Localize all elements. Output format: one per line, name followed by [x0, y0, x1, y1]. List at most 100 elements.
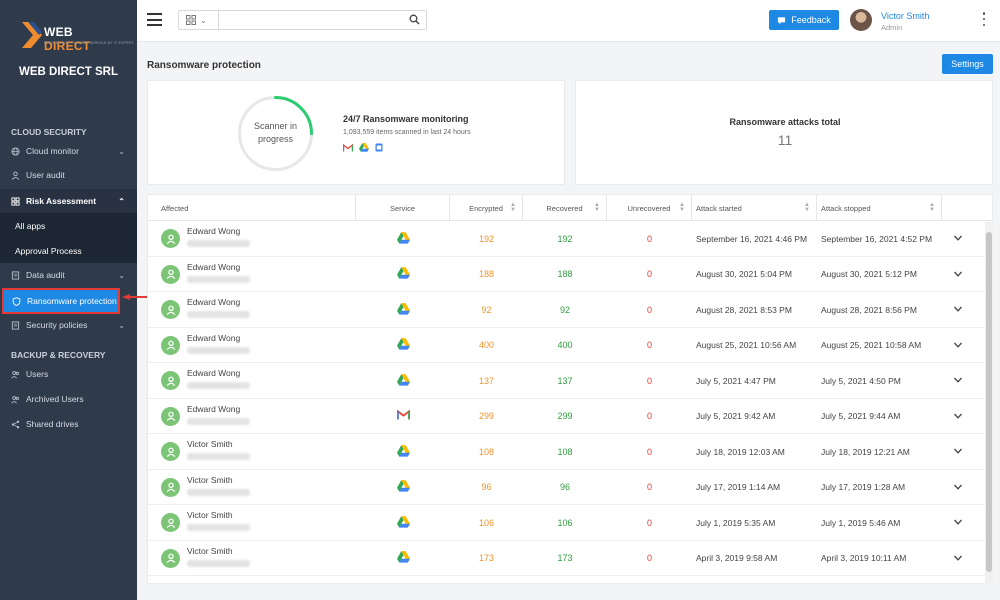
- grid-icon: [11, 196, 20, 206]
- user-avatar-icon: [161, 548, 180, 568]
- table-row[interactable]: Edward Wong 299 299 0 July 5, 2021 9:42 …: [148, 399, 992, 434]
- expand-row-chevron-icon[interactable]: [953, 446, 963, 456]
- search-input[interactable]: [218, 10, 427, 30]
- column-attack-started[interactable]: Attack started ▲ ▼: [692, 195, 817, 221]
- column-service[interactable]: Service: [356, 195, 450, 221]
- service-cell: [356, 257, 450, 293]
- table-row[interactable]: Victor Smith 106 106 0 July 1, 2019 5:35…: [148, 505, 992, 541]
- recovered-count: 92: [559, 304, 570, 315]
- affected-user-email-redacted: [187, 417, 250, 425]
- attack-stopped-date: August 28, 2021 8:56 PM: [821, 304, 917, 315]
- table-row[interactable]: Edward Wong 188 188 0 August 30, 2021 5:…: [148, 257, 992, 293]
- user-avatar-icon: [161, 300, 180, 319]
- more-options-icon[interactable]: [982, 12, 986, 26]
- sidebar-item-label: Ransomware protection: [27, 296, 117, 306]
- sidebar-item-data-audit[interactable]: Data audit ⌄: [0, 263, 137, 287]
- affected-user-name: Edward Wong: [187, 297, 241, 307]
- users-icon: [11, 395, 20, 404]
- sort-icon[interactable]: ▲ ▼: [594, 202, 600, 213]
- unrecovered-count: 0: [646, 304, 652, 315]
- chevron-down-icon: ⌄: [118, 146, 125, 156]
- google-drive-icon: [396, 338, 410, 352]
- sidebar-item-shared-drives[interactable]: Shared drives: [0, 412, 137, 436]
- table-row[interactable]: Victor Smith 96 96 0 July 17, 2019 1:14 …: [148, 470, 992, 505]
- table-row[interactable]: Edward Wong 400 400 0 August 25, 2021 10…: [148, 328, 992, 363]
- apps-filter-button[interactable]: ⌄: [178, 10, 218, 30]
- user-name[interactable]: Victor Smith: [881, 11, 930, 21]
- search-icon[interactable]: [409, 14, 420, 25]
- table-row[interactable]: Edward Wong 192 192 0 September 16, 2021…: [148, 221, 992, 257]
- affected-user-email-redacted: [187, 275, 250, 283]
- sidebar-section-cloud-security: CLOUD SECURITY: [11, 127, 87, 137]
- sidebar-item-label: Security policies: [26, 320, 88, 330]
- table-row[interactable]: Victor Smith 173 173 0 April 3, 2019 9:5…: [148, 541, 992, 576]
- top-bar: ⌄ Feedback Victor Smith Admin: [137, 0, 1000, 42]
- sidebar-item-label: Shared drives: [26, 419, 79, 429]
- user-avatar-icon: [161, 477, 180, 497]
- sidebar-item-risk-assessment[interactable]: Risk Assessment ⌃: [0, 189, 137, 213]
- expand-row-chevron-icon[interactable]: [953, 269, 963, 279]
- column-affected[interactable]: Affected: [148, 195, 356, 221]
- column-encrypted[interactable]: Encrypted ▲ ▼: [450, 195, 523, 221]
- sidebar-item-cloud-monitor[interactable]: Cloud monitor ⌄: [0, 139, 137, 163]
- unrecovered-count: 0: [646, 517, 652, 528]
- google-drive-icon: [396, 480, 410, 494]
- expand-row-chevron-icon[interactable]: [953, 340, 963, 350]
- sort-icon[interactable]: ▲ ▼: [929, 202, 935, 213]
- sidebar-item-ransomware-protection[interactable]: Ransomware protection: [2, 288, 120, 314]
- encrypted-count: 137: [478, 375, 495, 386]
- attack-stopped-date: July 5, 2021 9:44 AM: [821, 411, 901, 422]
- expand-row-chevron-icon[interactable]: [953, 482, 963, 492]
- recovered-count: 400: [557, 340, 573, 351]
- expand-row-chevron-icon[interactable]: [953, 304, 963, 314]
- expand-row-chevron-icon[interactable]: [953, 233, 963, 243]
- table-row[interactable]: Victor Smith 108 108 0 July 18, 2019 12:…: [148, 434, 992, 470]
- column-attack-stopped[interactable]: Attack stopped ▲ ▼: [817, 195, 942, 221]
- service-cell: [356, 292, 450, 328]
- user-avatar-icon: [161, 264, 180, 284]
- user-avatar-icon: [161, 229, 180, 248]
- expand-row-chevron-icon[interactable]: [953, 553, 963, 563]
- hamburger-menu-icon[interactable]: [147, 13, 162, 26]
- sidebar-item-security-policies[interactable]: Security policies ⌄: [0, 313, 137, 337]
- sort-icon[interactable]: ▲ ▼: [510, 202, 516, 213]
- settings-button[interactable]: Settings: [942, 54, 993, 74]
- google-drive-icon: [396, 444, 410, 459]
- expand-row-chevron-icon[interactable]: [953, 517, 963, 527]
- attack-started-date: August 28, 2021 8:53 PM: [696, 304, 792, 315]
- avatar[interactable]: [850, 9, 872, 31]
- sidebar-subitem-all-apps[interactable]: All apps: [0, 213, 137, 238]
- expand-row-chevron-icon[interactable]: [953, 411, 963, 421]
- sidebar-subitem-approval-process[interactable]: Approval Process: [0, 238, 137, 263]
- table-row[interactable]: Edward Wong 92 92 0 August 28, 2021 8:53…: [148, 292, 992, 328]
- logo-text: WEB DIRECT: [44, 25, 91, 53]
- sidebar-item-users[interactable]: Users: [0, 362, 137, 386]
- user-avatar-icon: [161, 406, 180, 426]
- sidebar-item-archived-users[interactable]: Archived Users: [0, 387, 137, 411]
- unrecovered-count: 0: [646, 553, 652, 564]
- feedback-button[interactable]: Feedback: [769, 10, 839, 30]
- encrypted-count: 106: [478, 517, 495, 528]
- attack-started-date: August 30, 2021 5:04 PM: [696, 269, 792, 280]
- unrecovered-count: 0: [646, 233, 652, 244]
- table-scrollbar-thumb[interactable]: [986, 232, 992, 572]
- expand-row-chevron-icon[interactable]: [953, 375, 963, 385]
- recovered-count: 108: [557, 446, 573, 457]
- encrypted-count: 192: [478, 233, 495, 244]
- google-drive-icon: [396, 515, 410, 530]
- sort-icon[interactable]: ▲ ▼: [679, 202, 685, 213]
- user-avatar-icon: [161, 335, 180, 355]
- globe-icon: [11, 146, 20, 156]
- google-drive-icon: [396, 302, 410, 317]
- attack-stopped-date: April 3, 2019 10:11 AM: [821, 553, 907, 564]
- table-row[interactable]: Edward Wong 137 137 0 July 5, 2021 4:47 …: [148, 363, 992, 399]
- sort-icon[interactable]: ▲ ▼: [804, 202, 810, 213]
- google-drive-icon: [396, 231, 410, 246]
- scanner-progress-ring: [238, 96, 313, 171]
- sidebar-item-user-audit[interactable]: User audit: [0, 163, 137, 187]
- affected-user-name: Victor Smith: [187, 510, 233, 520]
- column-unrecovered[interactable]: Unrecovered ▲ ▼: [607, 195, 692, 221]
- sidebar-item-label: Risk Assessment: [26, 196, 97, 206]
- column-recovered[interactable]: Recovered ▲ ▼: [523, 195, 607, 221]
- affected-user-email-redacted: [187, 453, 250, 460]
